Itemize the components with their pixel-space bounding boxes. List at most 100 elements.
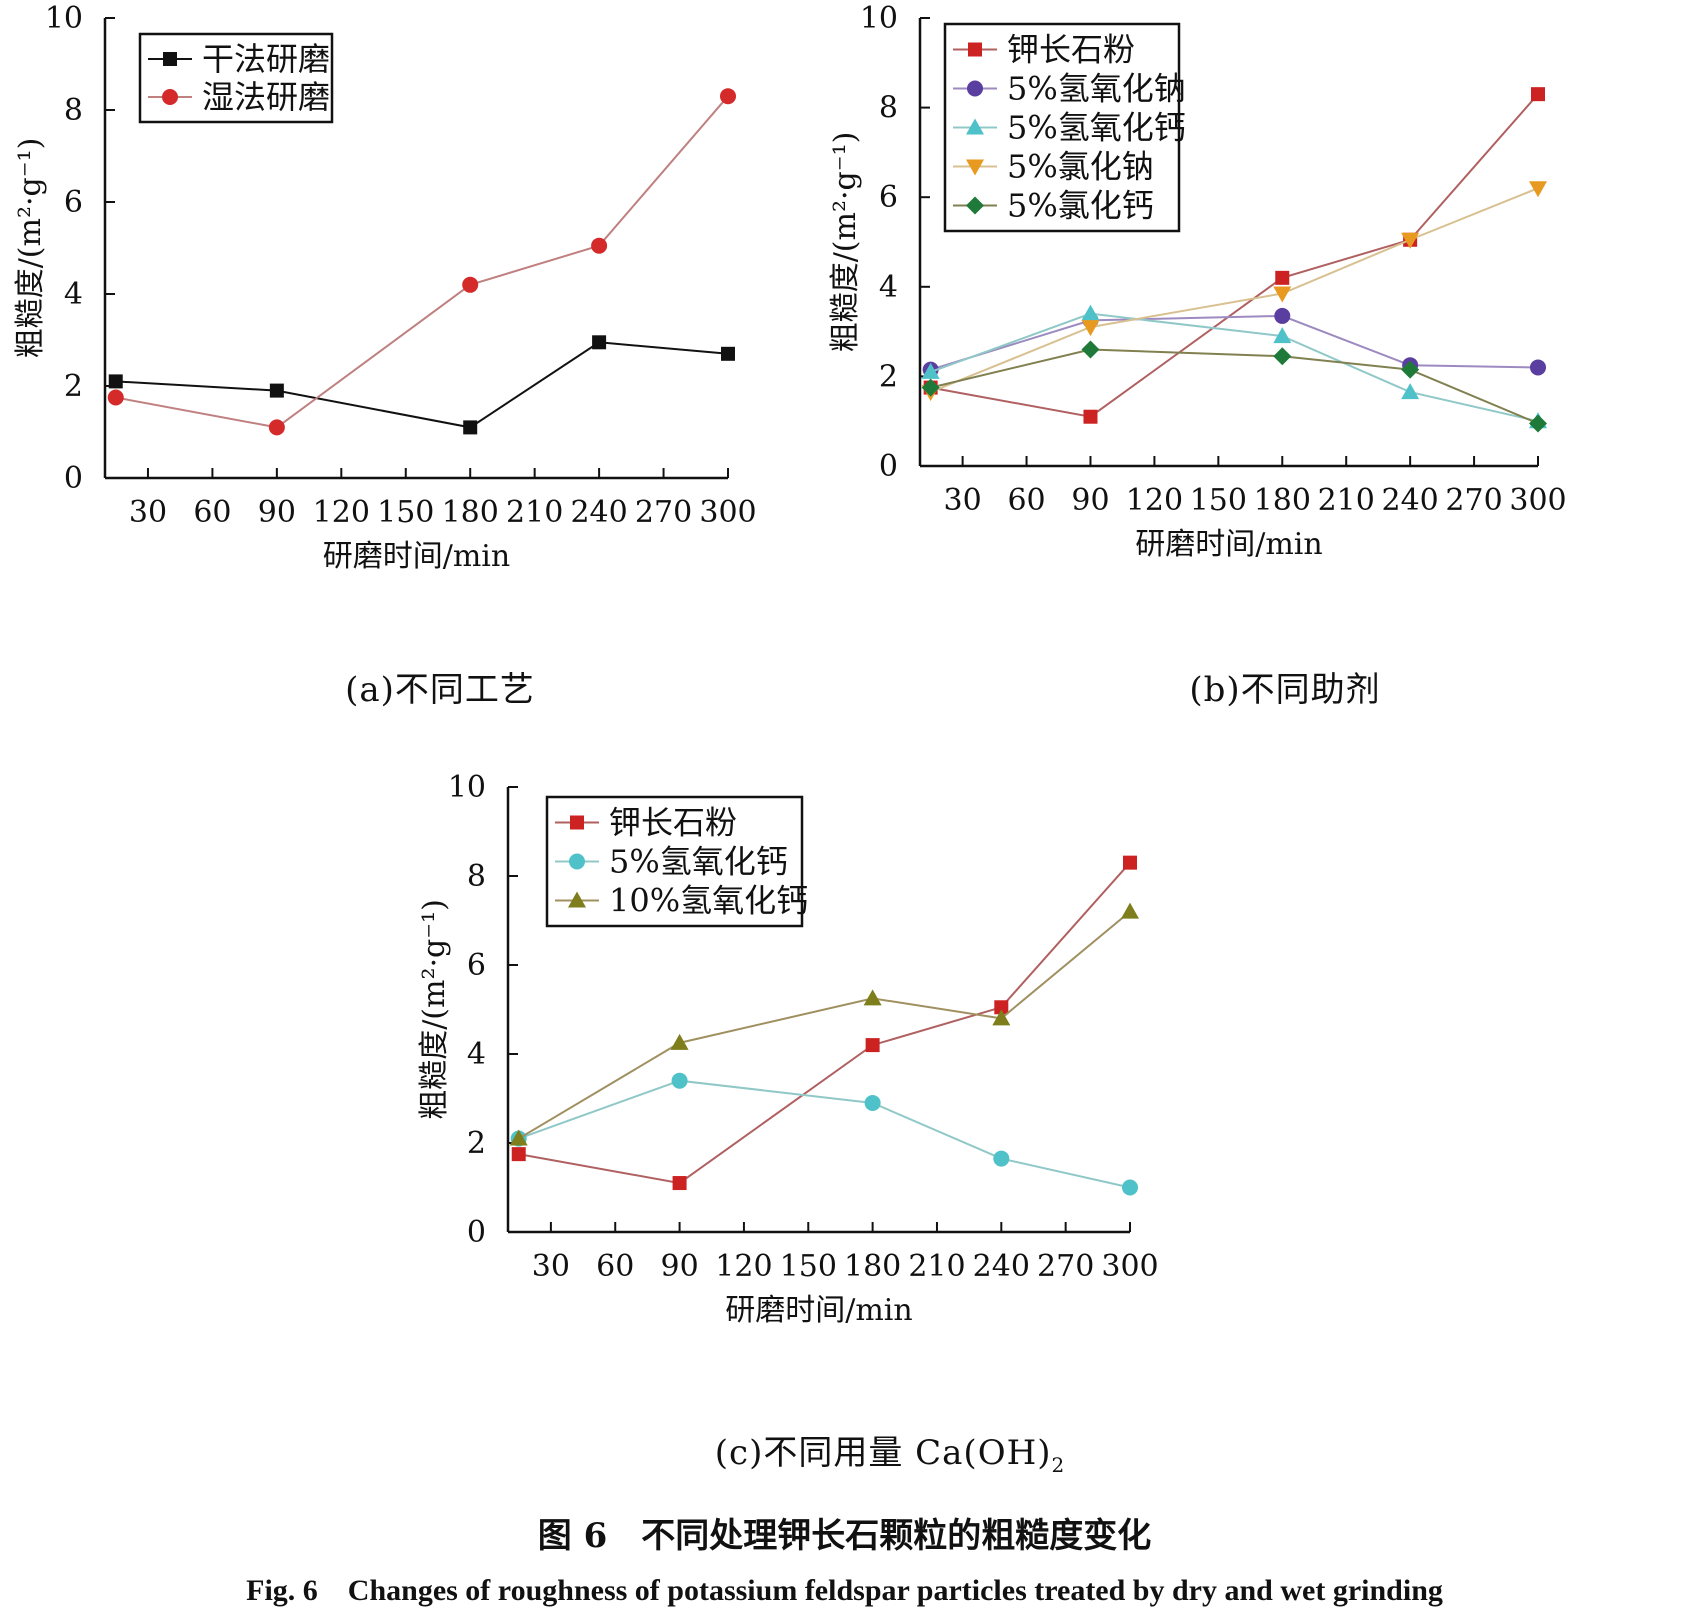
y-tick-label: 0 <box>879 449 898 484</box>
legend-label: 钾长石粉 <box>1007 31 1135 69</box>
y-axis-title-cn: 粗糙度 <box>13 268 48 358</box>
y-axis-title-cn: 粗糙度 <box>828 262 863 352</box>
data-point-s1-2 <box>672 1176 687 1191</box>
data-point-s1-5 <box>721 346 735 361</box>
x-tick-label: 300 <box>699 495 756 530</box>
y-axis-title: 粗糙度/(m²·g⁻¹) <box>13 138 48 359</box>
data-point-s1-3 <box>1275 270 1290 285</box>
data-point-s4-2 <box>1081 320 1100 337</box>
x-tick-label: 210 <box>908 1249 965 1284</box>
legend-marker <box>966 196 984 215</box>
legend-marker <box>570 815 584 830</box>
y-axis-title-cn: 粗糙度 <box>417 1030 452 1120</box>
data-point-s3-3 <box>1273 327 1292 344</box>
x-tick-label: 240 <box>570 495 627 530</box>
series-line-3 <box>518 910 1131 1140</box>
legend-marker <box>968 42 982 57</box>
x-tick-label: 240 <box>973 1249 1030 1284</box>
data-point-s5-4 <box>1401 360 1420 379</box>
legend-label: 5%氯化钙 <box>1007 187 1154 225</box>
y-tick-label: 2 <box>879 359 898 394</box>
x-tick-label: 240 <box>1382 483 1439 518</box>
data-point-s4-4 <box>1401 232 1420 249</box>
data-point-s3-2 <box>670 1033 689 1050</box>
data-point-s5-3 <box>1273 347 1292 366</box>
data-point-s1-5 <box>1531 87 1545 102</box>
x-tick-label: 150 <box>377 495 434 530</box>
legend-box <box>138 32 334 124</box>
x-tick-label: 270 <box>635 495 692 530</box>
y-tick-label: 10 <box>448 770 486 805</box>
legend-label: 5%氢氧化钙 <box>609 843 788 881</box>
legend-label: 5%氢氧化钠 <box>1007 70 1186 108</box>
data-point-s1-2 <box>1083 409 1098 424</box>
data-point-s2-5 <box>1122 1179 1138 1196</box>
legend-marker <box>967 80 983 97</box>
y-tick-label: 8 <box>879 91 898 126</box>
data-point-s2-1 <box>107 389 124 406</box>
legend-label: 5%氯化钠 <box>1007 148 1154 186</box>
y-axis-title-unit: /(m²·g⁻¹) <box>417 899 452 1030</box>
x-tick-label: 120 <box>313 495 370 530</box>
x-axis-title: 研磨时间/min <box>1135 527 1322 562</box>
caption-b: (b)不同助剂 <box>965 662 1605 711</box>
data-point-s5-2 <box>1081 340 1100 359</box>
x-tick-label: 150 <box>780 1249 837 1284</box>
y-tick-label: 6 <box>467 948 486 983</box>
x-tick-label: 90 <box>660 1249 698 1284</box>
data-point-s1-3 <box>463 420 478 435</box>
x-tick-label: 30 <box>944 483 982 518</box>
data-point-s1-4 <box>994 1000 1009 1015</box>
chart-a-svg: 0 2 4 6 8 10 30 60 90 120 150 180 210 240 270 300 研磨时间/m… <box>13 1 757 574</box>
x-tick-label: 120 <box>715 1249 772 1284</box>
legend-label: 5%氢氧化钙 <box>1007 109 1186 147</box>
x-tick-label: 270 <box>1445 483 1502 518</box>
legend-marker <box>163 52 177 66</box>
y-tick-label: 8 <box>64 93 83 128</box>
data-point-s4-3 <box>1273 286 1292 303</box>
series-line-2 <box>930 314 1539 371</box>
y-tick-label: 0 <box>64 461 83 496</box>
legend-label: 湿法研磨 <box>202 78 330 116</box>
caption-c-text: (c)不同用量 Ca(OH) <box>714 1433 1052 1473</box>
data-point-s1-1 <box>511 1147 526 1162</box>
x-tick-label: 180 <box>442 495 499 530</box>
x-tick-label: 60 <box>596 1249 634 1284</box>
data-point-s2-3 <box>1274 307 1291 324</box>
x-tick-label: 90 <box>1071 483 1109 518</box>
caption-a: (a)不同工艺 <box>120 662 760 711</box>
y-tick-label: 0 <box>467 1215 486 1250</box>
legend-marker <box>966 118 984 135</box>
caption-a-text: (a)不同工艺 <box>345 670 535 710</box>
x-tick-label: 180 <box>844 1249 901 1284</box>
data-point-s2-3 <box>864 1094 881 1111</box>
chart-b-svg: 0 2 4 6 8 10 30 60 90 120 150 180 210 240 270 300 研磨时间/m… <box>828 1 1567 562</box>
data-point-s2-3 <box>462 276 479 293</box>
x-tick-label: 120 <box>1126 483 1183 518</box>
data-point-s2-2 <box>671 1072 688 1089</box>
y-tick-label: 10 <box>860 1 898 36</box>
figure-title-cn: 图 6 不同处理钾长石颗粒的粗糙度变化 <box>0 1508 1689 1557</box>
chart-c-svg: 0 2 4 6 8 10 30 60 90 120 150 180 210 240 270 300 研磨时间/m… <box>417 770 1159 1328</box>
chart-panel-a: 0 2 4 6 8 10 30 60 90 120 150 180 210 240 270 300 研磨时间/m… <box>0 0 840 640</box>
x-tick-label: 300 <box>1101 1249 1158 1284</box>
y-tick-label: 4 <box>64 277 83 312</box>
data-point-s1-4 <box>592 335 607 350</box>
data-point-s1-2 <box>269 383 284 398</box>
caption-c: (c)不同用量 Ca(OH)2 <box>570 1425 1210 1477</box>
y-axis-title-unit: /(m²·g⁻¹) <box>13 138 48 269</box>
data-point-s5-1 <box>921 378 940 397</box>
y-tick-label: 4 <box>467 1037 486 1072</box>
y-tick-label: 2 <box>467 1126 486 1161</box>
legend-label: 钾长石粉 <box>609 804 737 842</box>
y-tick-label: 6 <box>64 185 83 220</box>
figure-title-en-text: Fig. 6 Changes of roughness of potassium… <box>246 1574 1443 1607</box>
data-point-s3-4 <box>1401 383 1420 400</box>
series-line-5 <box>930 348 1539 425</box>
legend-marker <box>568 891 586 908</box>
x-tick-label: 150 <box>1190 483 1247 518</box>
x-axis-title: 研磨时间/min <box>323 539 510 574</box>
x-tick-label: 60 <box>1007 483 1045 518</box>
x-tick-label: 90 <box>258 495 296 530</box>
figure-title-cn-text: 图 6 不同处理钾长石颗粒的粗糙度变化 <box>537 1516 1152 1556</box>
